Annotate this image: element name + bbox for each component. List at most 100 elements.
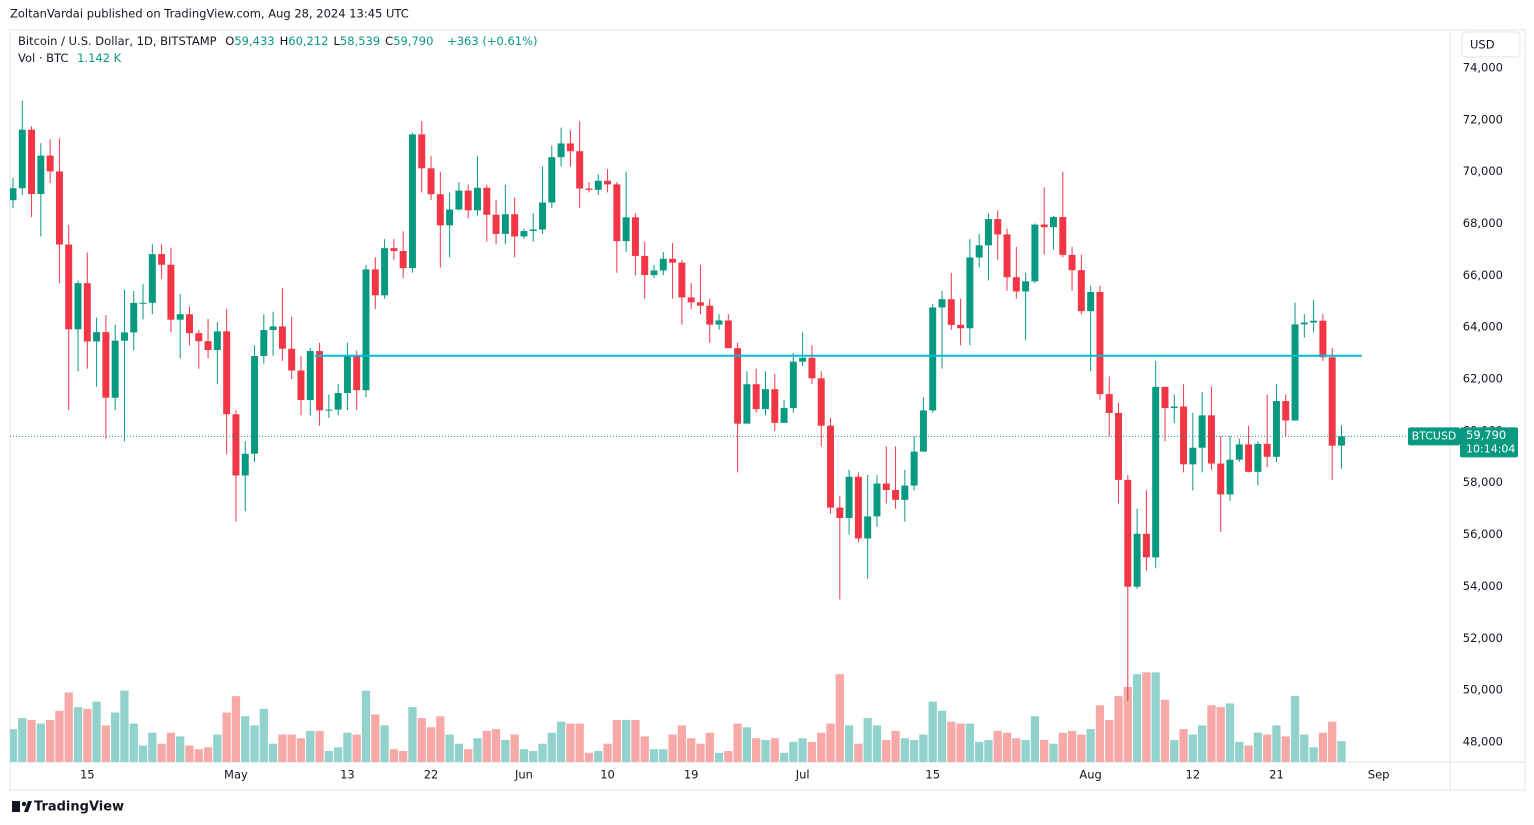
candle-body — [696, 302, 704, 306]
symbol-badge: BTCUSD — [1412, 429, 1457, 442]
volume-bar — [399, 751, 408, 762]
candle-body — [139, 302, 147, 304]
candle-body — [724, 320, 732, 349]
x-tick-label: 19 — [684, 768, 699, 782]
candle-body — [743, 384, 751, 424]
candle-body — [232, 414, 240, 476]
x-tick-label: 12 — [1186, 768, 1201, 782]
candle-body — [1040, 224, 1048, 228]
x-tick-label: 22 — [424, 768, 439, 782]
candle-body — [669, 258, 677, 263]
candle-body — [864, 516, 872, 539]
volume-bar — [1021, 740, 1030, 762]
candle-body — [901, 485, 909, 500]
candle-body — [799, 357, 807, 362]
candle-body — [251, 355, 259, 454]
candle-body — [1105, 394, 1113, 414]
candle-body — [1096, 291, 1104, 395]
candle-body — [919, 410, 927, 452]
volume-bar — [538, 743, 547, 762]
candle-body — [1115, 413, 1123, 480]
candle-body — [1133, 533, 1141, 587]
candle-body — [130, 302, 138, 333]
candle-body — [1022, 281, 1030, 292]
volume-bar — [482, 730, 491, 762]
candle-body — [1235, 444, 1243, 460]
ohlc-label: O — [225, 34, 235, 48]
candle-body — [892, 489, 900, 500]
candle-body — [1124, 479, 1132, 587]
volume-bar — [120, 690, 129, 762]
candle-body — [659, 258, 667, 271]
volume-bar — [779, 752, 789, 762]
candle-body — [204, 341, 212, 351]
volume-bar — [668, 734, 677, 762]
volume-bar — [1318, 732, 1328, 762]
chart-frame — [9, 29, 1526, 791]
candle-body — [752, 384, 760, 410]
y-tick-label: 58,000 — [1463, 475, 1503, 489]
volume-bar — [10, 729, 18, 762]
candle-body — [827, 425, 835, 508]
candle-body — [706, 305, 714, 325]
volume-bar — [1272, 725, 1281, 762]
volume-bar — [1040, 740, 1049, 762]
volume-bar — [519, 749, 529, 762]
candle-body — [492, 214, 500, 234]
volume-bar — [1132, 674, 1142, 762]
volume-bar — [733, 723, 742, 762]
candle-body — [1254, 443, 1262, 472]
volume-bar — [687, 738, 696, 762]
candle-body — [622, 217, 630, 242]
ohlc-label: L — [333, 34, 340, 48]
candle-body — [566, 143, 574, 152]
y-tick-label: 52,000 — [1463, 631, 1503, 645]
volume-bar — [1225, 703, 1235, 762]
candle-body — [641, 255, 649, 276]
volume-bar — [491, 729, 501, 762]
volume-bar — [213, 734, 222, 762]
candle-body — [343, 355, 351, 394]
candle-body — [446, 209, 454, 226]
candle-body — [46, 155, 54, 172]
candle-body — [1319, 320, 1327, 358]
x-tick-label: 21 — [1269, 768, 1284, 782]
candle-body — [511, 214, 519, 237]
volume-bar — [659, 749, 668, 762]
candle-body — [1272, 401, 1280, 457]
volume-bar — [705, 732, 714, 762]
volume-bar — [64, 692, 73, 762]
candle-body — [455, 190, 463, 210]
volume-bar — [501, 740, 510, 762]
volume-bar — [436, 716, 445, 762]
volume-bar — [1030, 716, 1040, 762]
volume-bar — [984, 740, 993, 762]
candle-body — [845, 476, 853, 518]
currency-button[interactable] — [1461, 31, 1521, 58]
volume-bar — [1244, 745, 1253, 762]
volume-bar — [380, 725, 389, 762]
candle-body — [808, 357, 816, 379]
candle-body — [65, 244, 73, 330]
candle-body — [28, 129, 36, 194]
footer-logo — [12, 801, 32, 812]
candle-body — [1031, 224, 1039, 282]
candle-body — [436, 194, 444, 226]
volume-bar — [761, 740, 770, 762]
volume-bar — [101, 725, 111, 762]
legend-line: Bitcoin / U.S. Dollar, 1D, BITSTAMP O59,… — [18, 34, 543, 48]
y-tick-label: 62,000 — [1463, 372, 1503, 386]
volume-bar — [1077, 734, 1086, 762]
currency-button-label[interactable]: USD — [1470, 38, 1495, 52]
candle-body — [288, 348, 296, 371]
candle-body — [520, 231, 528, 237]
candle-body — [278, 326, 286, 349]
candle-body — [241, 453, 249, 476]
axes: 48,00050,00052,00054,00056,00058,00060,0… — [80, 60, 1518, 782]
candle-body — [37, 155, 45, 194]
volume-bar — [900, 738, 909, 762]
volume-bar — [835, 674, 844, 762]
candle-body — [102, 332, 110, 398]
volume-bar — [1151, 672, 1160, 762]
volume-bar — [296, 738, 306, 762]
